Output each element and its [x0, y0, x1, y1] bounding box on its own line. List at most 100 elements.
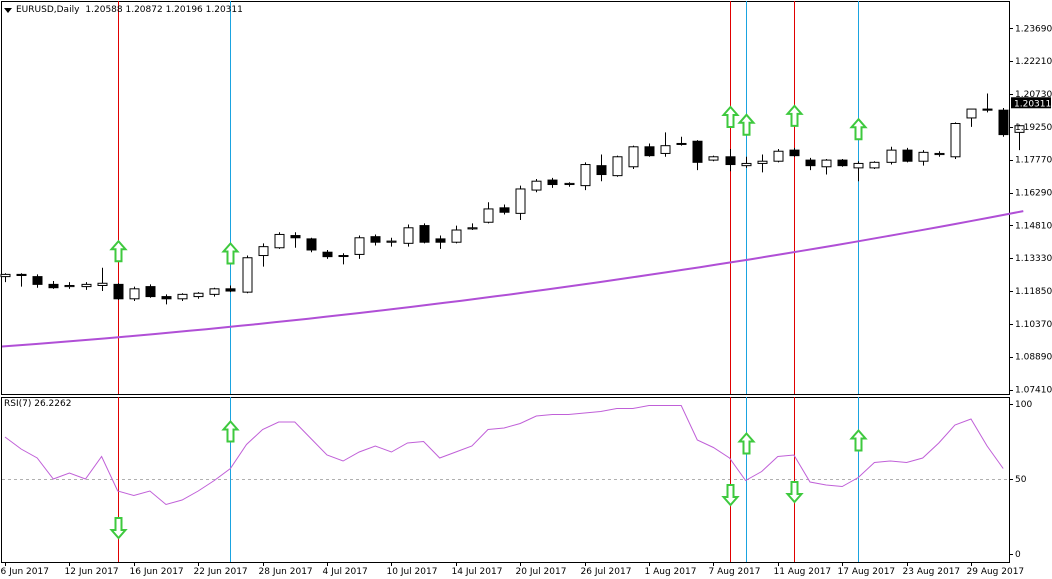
time-axis-label: 14 Jul 2017 — [452, 567, 503, 577]
bear-candle-body — [982, 108, 993, 111]
candle — [918, 150, 929, 166]
candle — [596, 154, 607, 182]
rsi-axis: 100 50 0 — [1009, 400, 1032, 560]
ohlc-values: 1.20588 1.20872 1.20196 1.20311 — [85, 5, 243, 15]
signal-lines — [118, 1, 859, 562]
bull-candle-body — [386, 240, 397, 243]
time-axis-label: 26 Jul 2017 — [581, 567, 632, 577]
moving-average-line — [1, 210, 1024, 348]
bear-candle-body — [902, 149, 913, 162]
bull-candle-body — [451, 229, 462, 243]
candle — [757, 154, 768, 173]
candle — [290, 232, 301, 248]
bull-candle-body — [580, 164, 591, 187]
candle — [225, 285, 236, 293]
bull-candle-body — [1014, 125, 1025, 133]
candle — [998, 107, 1009, 137]
price-axis-label: 1.16290 — [1015, 189, 1052, 199]
bull-candle-body — [853, 162, 864, 169]
bear-candle-body — [419, 225, 430, 243]
time-axis-label: 17 Aug 2017 — [838, 567, 896, 577]
price-axis-label: 1.19250 — [1015, 123, 1052, 133]
bull-candle-body — [886, 149, 897, 163]
rsi-series — [4, 405, 1004, 506]
up-arrow-icon — [737, 431, 756, 455]
bear-candle-body — [998, 109, 1009, 136]
bull-candle-body — [354, 237, 365, 255]
price-axis: 1.23690 1.22210 1.20730 1.19250 1.17770 1.162… — [1009, 24, 1052, 396]
bear-candle-body — [499, 207, 510, 213]
rsi-header: RSI(7) 26.2262 — [4, 399, 72, 409]
bull-candle-body — [0, 273, 11, 278]
time-axis-label: 7 Aug 2017 — [709, 567, 761, 577]
candle — [435, 235, 446, 249]
bull-candle-body — [660, 145, 671, 154]
price-axis-label: 1.22210 — [1015, 57, 1052, 67]
bear-candle-body — [161, 296, 172, 300]
bear-candle-body — [644, 146, 655, 157]
current-price-label: 1.20311 — [1014, 99, 1051, 109]
price-axis-label: 1.17770 — [1015, 156, 1052, 166]
bear-candle-body — [435, 238, 446, 243]
bull-candle-body — [741, 162, 752, 167]
up-arrow-icon — [721, 105, 740, 129]
candle — [451, 225, 462, 244]
rsi-line — [4, 405, 1004, 506]
candle — [403, 224, 414, 247]
candle — [483, 202, 494, 224]
time-axis-label: 28 Jun 2017 — [259, 567, 313, 577]
candle — [0, 273, 11, 283]
candle — [982, 93, 993, 113]
bull-candle-body — [193, 292, 204, 298]
bear-candle-body — [725, 156, 736, 166]
time-axis-label: 10 Jul 2017 — [387, 567, 438, 577]
candle — [692, 140, 703, 171]
bull-candle-body — [628, 146, 639, 168]
candle — [644, 143, 655, 157]
candlestick-series — [0, 93, 1025, 305]
candle — [950, 122, 961, 159]
candle — [902, 147, 913, 163]
bull-candle-body — [676, 142, 687, 145]
bull-candle-body — [773, 150, 784, 162]
triangle-down-icon[interactable] — [4, 7, 12, 13]
price-axis-label: 1.07410 — [1015, 386, 1052, 396]
bull-candle-body — [129, 288, 140, 300]
bull-candle-body — [869, 161, 880, 169]
bull-candle-body — [966, 108, 977, 119]
candle — [258, 243, 269, 267]
bear-candle-body — [32, 276, 43, 285]
down-arrow-icon — [721, 484, 740, 507]
chart-header: EURUSD,Daily 1.20588 1.20872 1.20196 1.2… — [4, 4, 243, 16]
candle — [934, 151, 945, 157]
bull-candle-body — [274, 233, 285, 249]
price-axis-label: 1.23690 — [1015, 24, 1052, 34]
bull-candle-body — [612, 156, 623, 177]
bull-candle-body — [403, 227, 414, 244]
candle — [741, 156, 752, 168]
bear-candle-body — [789, 149, 800, 157]
rsi-axis-label: 0 — [1015, 550, 1021, 560]
time-axis-label: 1 Aug 2017 — [645, 567, 697, 577]
candle — [354, 235, 365, 259]
bull-candle-body — [64, 284, 75, 288]
bear-candle-body — [370, 236, 381, 243]
candle — [113, 283, 124, 300]
candle — [370, 234, 381, 246]
candle — [161, 294, 172, 305]
bear-candle-body — [805, 159, 816, 167]
time-axis-label: 11 Aug 2017 — [774, 567, 832, 577]
bear-candle-body — [547, 179, 558, 186]
up-arrow-icon — [109, 239, 128, 263]
candle — [81, 282, 92, 290]
candle — [660, 132, 671, 157]
candle — [853, 161, 864, 182]
up-arrow-icon — [221, 419, 240, 443]
candle — [869, 161, 880, 169]
bull-candle-body — [531, 180, 542, 191]
price-pane-border — [1, 1, 1010, 395]
time-axis-label: 20 Jul 2017 — [516, 567, 567, 577]
candle — [32, 274, 43, 288]
